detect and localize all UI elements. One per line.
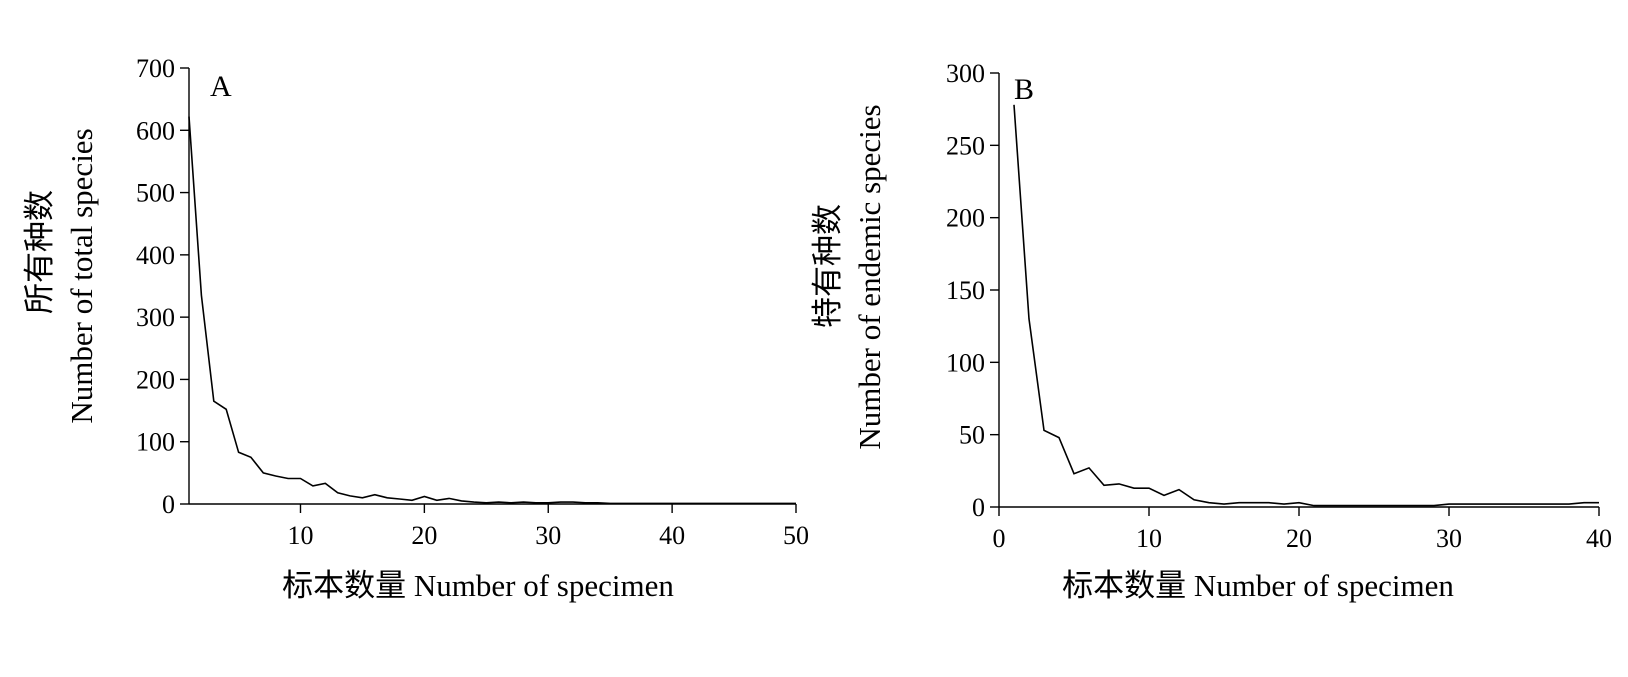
chart-b-y-tick-label: 250 (946, 131, 985, 160)
chart-a-y-tick-label: 0 (162, 490, 175, 519)
chart-a-y-tick-label: 400 (136, 241, 175, 270)
chart-b-y-tick-label: 150 (946, 276, 985, 305)
chart-b-x-tick-label: 20 (1286, 524, 1312, 553)
chart-a: 0 100 200 300 400 500 600 700 10 20 30 40 50 A 标本数量… (22, 54, 809, 603)
chart-b-panel-label: B (1014, 73, 1034, 106)
chart-a-y-tick-label: 300 (136, 303, 175, 332)
chart-a-y-tick-label: 500 (136, 179, 175, 208)
chart-b-x-axis-label: 标本数量 Number of specimen (1062, 568, 1454, 603)
chart-b-y-axis-label-en: Number of endemic species (852, 104, 887, 449)
chart-b-x-tick-label: 0 (993, 524, 1006, 553)
chart-a-x-ticks: 10 20 30 40 50 (287, 504, 809, 550)
chart-b-y-tick-label: 0 (972, 493, 985, 522)
chart-a-y-ticks: 0 100 200 300 400 500 600 700 (136, 54, 189, 519)
chart-a-y-tick-label: 100 (136, 428, 175, 457)
chart-a-y-axis-label-en: Number of total species (64, 128, 99, 423)
chart-b-y-ticks: 0 50 100 150 200 250 300 (946, 59, 999, 522)
chart-b-y-tick-label: 300 (946, 59, 985, 88)
chart-b-y-tick-label: 100 (946, 348, 985, 377)
chart-a-y-tick-label: 700 (136, 54, 175, 83)
chart-a-x-tick-label: 20 (411, 521, 437, 550)
chart-a-y-axis-label-cn: 所有种数 (22, 190, 57, 314)
chart-a-x-axis-label: 标本数量 Number of specimen (282, 568, 674, 603)
chart-b-x-tick-label: 10 (1136, 524, 1162, 553)
chart-a-x-tick-label: 50 (783, 521, 809, 550)
chart-b-x-tick-label: 30 (1436, 524, 1462, 553)
chart-b-series-line (1013, 104, 1599, 507)
chart-a-x-tick-label: 40 (659, 521, 685, 550)
chart-a-panel-label: A (210, 70, 232, 103)
chart-a-y-tick-label: 600 (136, 116, 175, 145)
chart-b-y-tick-label: 50 (959, 421, 985, 450)
chart-b-x-ticks: 0 10 20 30 40 (993, 507, 1612, 553)
chart-b-y-tick-label: 200 (946, 204, 985, 233)
chart-b-y-axis-label-cn: 特有种数 (810, 204, 845, 328)
chart-a-series-line (188, 116, 796, 505)
chart-b-x-tick-label: 40 (1586, 524, 1612, 553)
chart-a-x-tick-label: 30 (535, 521, 561, 550)
chart-b: 0 50 100 150 200 250 300 0 10 20 30 40 B 标本数量 Numb… (810, 59, 1612, 603)
chart-a-x-tick-label: 10 (287, 521, 313, 550)
chart-a-y-tick-label: 200 (136, 365, 175, 394)
